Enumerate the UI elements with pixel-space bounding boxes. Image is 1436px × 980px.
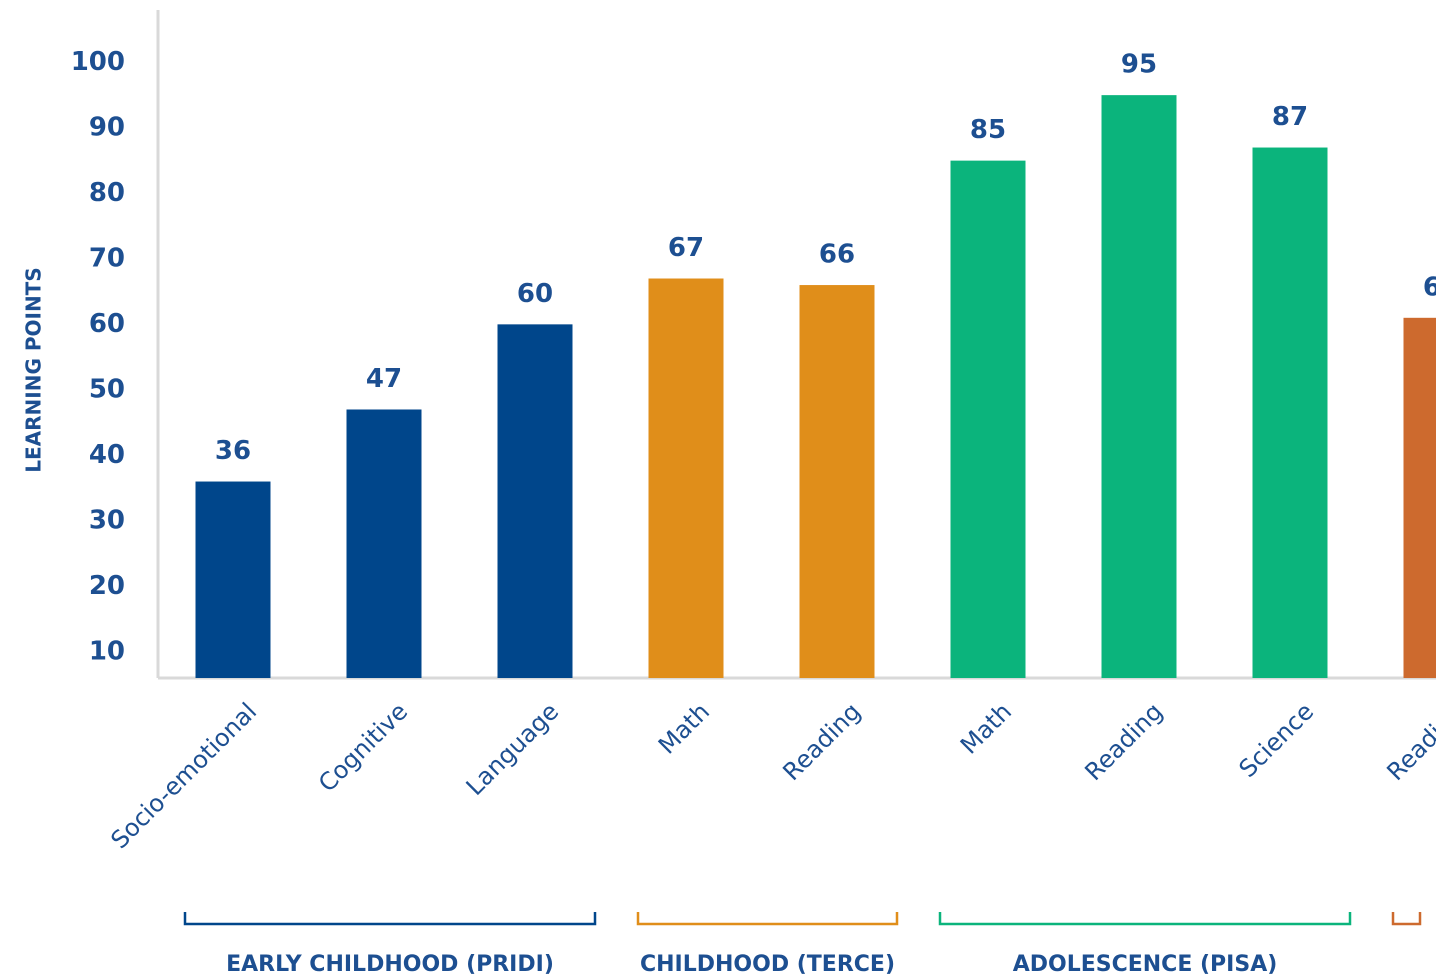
value-label: 36 bbox=[215, 436, 251, 466]
x-tick-label: Math bbox=[955, 697, 1017, 759]
y-tick-label: 90 bbox=[89, 112, 125, 142]
y-tick-label: 20 bbox=[89, 571, 125, 601]
value-label: 47 bbox=[366, 364, 402, 394]
value-label: 87 bbox=[1272, 102, 1308, 132]
x-tick-label: Reading bbox=[1382, 697, 1436, 786]
group-bracket bbox=[636, 912, 899, 926]
y-tick-label: 10 bbox=[89, 636, 125, 666]
x-tick-label: Math bbox=[653, 697, 715, 759]
x-tick-label: Reading bbox=[1080, 697, 1169, 786]
y-axis-title: LEARNING POINTS bbox=[22, 267, 46, 472]
value-label: 61 bbox=[1423, 272, 1436, 302]
bar bbox=[497, 324, 573, 678]
bar bbox=[346, 409, 422, 678]
bar bbox=[1403, 317, 1436, 678]
value-label: 85 bbox=[970, 115, 1006, 145]
y-tick-label: 100 bbox=[71, 47, 125, 77]
y-tick-label: 60 bbox=[89, 309, 125, 339]
bar bbox=[799, 285, 875, 678]
x-tick-label: Cognitive bbox=[313, 697, 413, 797]
bar bbox=[1101, 95, 1177, 678]
group-bracket bbox=[183, 912, 597, 926]
group-label: EARLY CHILDHOOD (PRIDI) bbox=[226, 952, 554, 977]
bar bbox=[950, 160, 1026, 679]
y-tick-label: 50 bbox=[89, 374, 125, 404]
bar bbox=[1252, 147, 1328, 678]
bar bbox=[648, 278, 724, 678]
x-tick-label: Science bbox=[1234, 697, 1320, 783]
value-label: 67 bbox=[668, 233, 704, 263]
bar bbox=[195, 481, 271, 678]
x-tick-label: Language bbox=[461, 697, 565, 801]
value-label: 95 bbox=[1121, 50, 1157, 80]
y-tick-label: 70 bbox=[89, 243, 125, 273]
x-tick-label: Socio-emotional bbox=[105, 697, 262, 854]
group-label: CHILDHOOD (TERCE) bbox=[640, 952, 895, 977]
value-label: 60 bbox=[517, 279, 553, 309]
group-bracket bbox=[1391, 912, 1422, 926]
value-label: 66 bbox=[819, 240, 855, 270]
group-label: ADOLESCENCE (PISA) bbox=[1013, 952, 1278, 977]
x-tick-label: Reading bbox=[778, 697, 867, 786]
y-tick-label: 80 bbox=[89, 178, 125, 208]
y-tick-label: 30 bbox=[89, 505, 125, 535]
y-tick-label: 40 bbox=[89, 440, 125, 470]
group-bracket bbox=[938, 912, 1352, 926]
